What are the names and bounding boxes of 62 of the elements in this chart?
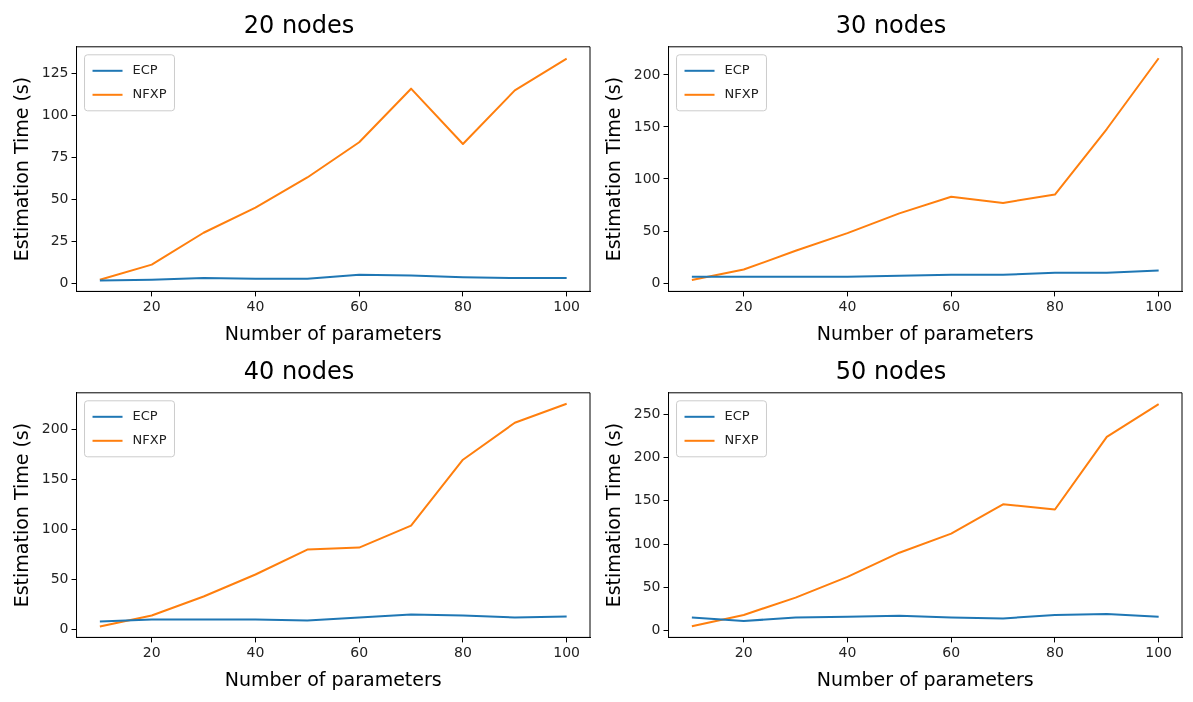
chart-title: 50 nodes — [835, 356, 947, 385]
y-tick-label: 100 — [41, 520, 69, 537]
x-tick-label: 40 — [838, 644, 857, 661]
y-tick-label: 200 — [633, 65, 661, 82]
legend-label: ECP — [132, 408, 158, 424]
y-tick-label: 125 — [41, 64, 69, 81]
legend-label: NFXP — [132, 86, 167, 102]
legend-label: NFXP — [724, 86, 759, 102]
y-tick-label: 150 — [633, 117, 661, 134]
y-axis-title: Estimation Time (s) — [602, 76, 625, 262]
y-axis-title: Estimation Time (s) — [602, 422, 625, 608]
y-tick-label: 50 — [642, 221, 661, 238]
y-tick-label: 0 — [651, 621, 661, 638]
chart-title: 40 nodes — [243, 356, 355, 385]
x-tick-label: 60 — [350, 644, 369, 661]
y-tick-label: 0 — [59, 273, 69, 290]
x-axis-title: Number of parameters — [816, 667, 1034, 690]
x-tick-label: 60 — [942, 298, 961, 315]
legend-label: NFXP — [724, 432, 759, 448]
x-tick-label: 20 — [142, 298, 161, 315]
y-tick-label: 100 — [633, 534, 661, 551]
x-tick-label: 40 — [246, 298, 265, 315]
x-axis-title: Number of parameters — [224, 321, 442, 344]
x-tick-label: 80 — [454, 644, 472, 661]
y-tick-label: 75 — [50, 148, 69, 165]
y-tick-label: 25 — [50, 231, 69, 248]
x-tick-label: 100 — [1145, 298, 1173, 315]
chart-title: 20 nodes — [243, 10, 355, 39]
x-tick-label: 100 — [553, 644, 581, 661]
y-tick-label: 150 — [41, 470, 69, 487]
x-tick-label: 20 — [142, 644, 161, 661]
x-tick-label: 80 — [1046, 298, 1064, 315]
x-axis-title: Number of parameters — [816, 321, 1034, 344]
x-tick-label: 100 — [553, 298, 581, 315]
y-tick-label: 0 — [651, 273, 661, 290]
x-tick-label: 100 — [1145, 644, 1173, 661]
x-axis-title: Number of parameters — [224, 667, 442, 690]
y-axis-title: Estimation Time (s) — [10, 76, 33, 262]
x-tick-label: 80 — [454, 298, 472, 315]
y-axis-title: Estimation Time (s) — [10, 422, 33, 608]
y-tick-label: 100 — [633, 169, 661, 186]
x-tick-label: 20 — [734, 644, 753, 661]
y-tick-label: 50 — [50, 570, 69, 587]
y-tick-label: 100 — [41, 106, 69, 123]
legend-label: NFXP — [132, 432, 167, 448]
y-tick-label: 50 — [642, 577, 661, 594]
y-tick-label: 200 — [633, 448, 661, 465]
y-tick-label: 0 — [59, 620, 69, 637]
chart-title: 30 nodes — [835, 10, 947, 39]
legend-label: ECP — [132, 62, 158, 78]
x-tick-label: 40 — [838, 298, 857, 315]
y-tick-label: 250 — [633, 405, 661, 422]
y-tick-label: 150 — [633, 491, 661, 508]
y-tick-label: 200 — [41, 420, 69, 437]
legend-label: ECP — [724, 408, 750, 424]
legend-label: ECP — [724, 62, 750, 78]
x-tick-label: 60 — [942, 644, 961, 661]
x-tick-label: 40 — [246, 644, 265, 661]
x-tick-label: 20 — [734, 298, 753, 315]
y-tick-label: 50 — [50, 189, 69, 206]
x-tick-label: 80 — [1046, 644, 1064, 661]
x-tick-label: 60 — [350, 298, 369, 315]
